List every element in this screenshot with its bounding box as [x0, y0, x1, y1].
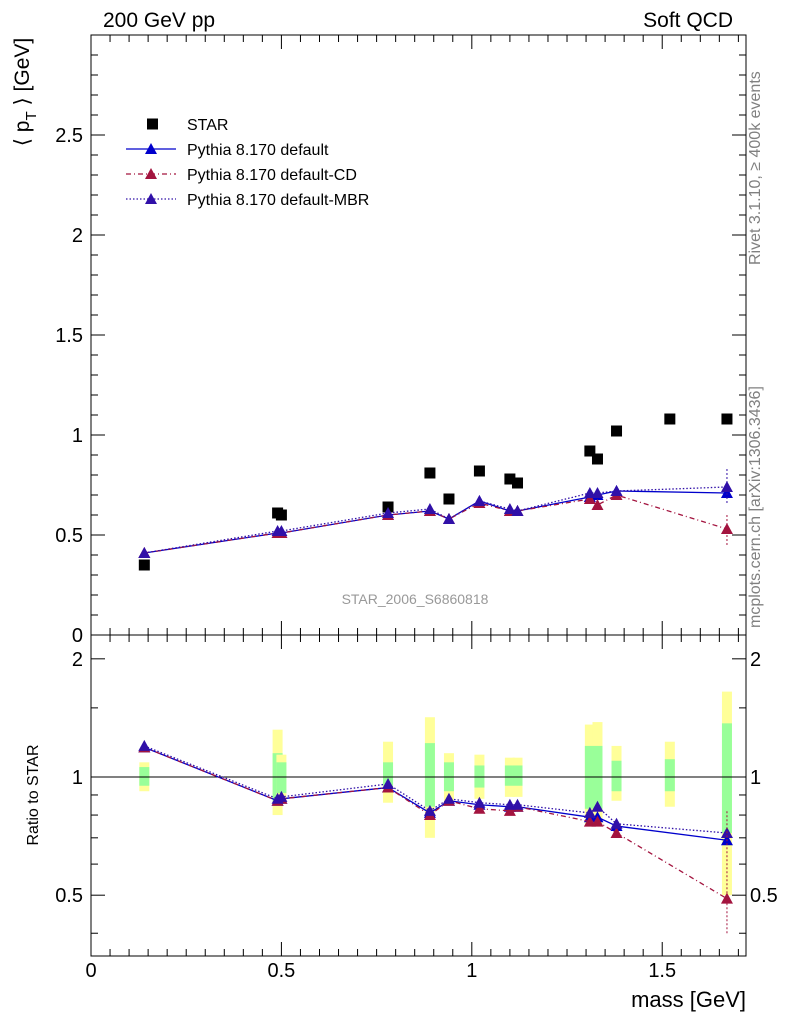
legend-label: Pythia 8.170 default	[187, 142, 329, 159]
triangle-marker	[583, 493, 596, 504]
axis-tick-labels: 0 0.5 1 1.5 0 0.5 1 1.5 2 2.5 0.5 0.5 1 1 2 2	[55, 125, 778, 982]
triangle-marker	[591, 800, 604, 812]
ratio-y-tick-label-right: 1	[750, 767, 761, 789]
triangle-marker	[473, 802, 486, 814]
main-series-line	[144, 490, 727, 554]
header-left: 200 GeV pp	[103, 9, 215, 32]
triangle-marker	[511, 505, 524, 516]
band-green	[424, 743, 435, 807]
star-data-point	[512, 477, 524, 489]
triangle-marker	[138, 547, 151, 558]
x-axis-label: mass [GeV]	[631, 987, 746, 1012]
main-y-tick-label: 1	[72, 425, 83, 447]
ratio-series-line	[144, 746, 728, 841]
ratio-uncertainty-bands	[139, 691, 732, 896]
triangle-marker	[583, 815, 596, 827]
star-data-point	[443, 493, 455, 505]
triangle-marker	[591, 499, 604, 510]
main-series-line	[144, 494, 728, 554]
band-green	[611, 760, 622, 792]
main-y-tick-label: 2	[72, 225, 83, 247]
star-data-point	[591, 453, 603, 465]
x-tick-label: 0	[85, 960, 96, 982]
triangle-marker	[473, 796, 486, 808]
triangle-marker	[382, 777, 395, 789]
main-y-tick-label: 0	[72, 625, 83, 647]
triangle-marker	[382, 507, 395, 518]
main-y-tick-label: 2.5	[55, 125, 83, 147]
triangle-marker	[473, 495, 486, 506]
ratio-y-tick-label-right: 2	[750, 649, 761, 671]
ratio-series-line	[144, 746, 728, 900]
ylabel-part-1: ⟨ p	[11, 121, 34, 147]
ratio-y-tick-label: 2	[72, 649, 83, 671]
triangle-marker	[145, 168, 157, 179]
triangle-marker	[275, 525, 288, 536]
band-green	[721, 723, 732, 834]
legend-label: STAR	[187, 117, 228, 134]
triangle-marker	[610, 827, 623, 839]
triangle-marker	[145, 193, 157, 204]
triangle-marker	[591, 487, 604, 498]
triangle-marker	[610, 817, 623, 829]
triangle-marker	[503, 798, 516, 810]
triangle-marker	[442, 513, 455, 524]
triangle-marker	[145, 143, 157, 154]
triangle-marker	[138, 739, 151, 751]
star-data-point	[721, 413, 733, 425]
triangle-marker	[503, 804, 516, 816]
star-data-point	[664, 413, 676, 425]
header-right: Soft QCD	[643, 9, 733, 32]
triangle-marker	[720, 892, 733, 904]
ratio-y-tick-label: 0.5	[55, 885, 83, 907]
legend-label: Pythia 8.170 default-CD	[187, 167, 357, 184]
main-y-tick-label: 0.5	[55, 525, 83, 547]
star-data-point	[138, 559, 150, 571]
axis-ticks	[90, 34, 746, 956]
star-data-point	[584, 445, 596, 457]
triangle-marker	[583, 487, 596, 498]
star-data-point	[504, 473, 516, 485]
side-text-rivet: Rivet 3.1.10, ≥ 400k events	[747, 71, 764, 265]
x-tick-label: 0.5	[268, 960, 296, 982]
ratio-y-tick-label: 1	[72, 767, 83, 789]
x-tick-label: 1	[466, 960, 477, 982]
triangle-marker	[583, 806, 596, 818]
ratio-panel-frame	[90, 634, 747, 957]
x-tick-label: 1.5	[648, 960, 676, 982]
main-y-axis-label: ⟨ pT ⟩ [GeV]	[11, 38, 40, 146]
triangle-marker	[511, 798, 524, 810]
triangle-marker	[591, 815, 604, 827]
band-green	[383, 762, 394, 786]
ylabel-part-2: ⟩ [GeV]	[11, 38, 34, 112]
triangle-marker	[442, 792, 455, 804]
triangle-marker	[503, 503, 516, 514]
legend: STAR Pythia 8.170 default Pythia 8.170 def…	[126, 117, 369, 209]
triangle-marker	[720, 487, 733, 498]
legend-square-marker	[147, 118, 158, 130]
band-green	[664, 759, 675, 792]
triangle-marker	[610, 485, 623, 496]
triangle-marker	[423, 503, 436, 514]
triangle-marker	[275, 790, 288, 802]
side-text-mcplots: mcplots.cern.ch [arXiv:1306.3436]	[747, 386, 764, 628]
band-green	[504, 765, 515, 786]
ratio-y-axis-label: Ratio to STAR	[25, 744, 42, 845]
star-data-point	[275, 509, 287, 521]
triangle-marker	[423, 804, 436, 816]
analysis-label: STAR_2006_S6860818	[342, 591, 489, 607]
band-green	[276, 762, 287, 794]
band-green	[512, 765, 523, 786]
main-y-tick-label: 1.5	[55, 325, 83, 347]
star-data-point	[424, 467, 436, 479]
data-series	[138, 413, 733, 934]
main-series-line	[144, 486, 727, 554]
ratio-y-tick-label-right: 0.5	[750, 885, 778, 907]
ylabel-subscript: T	[23, 111, 40, 120]
star-data-point	[611, 425, 623, 437]
band-green	[139, 767, 150, 786]
legend-label: Pythia 8.170 default-MBR	[187, 192, 369, 209]
star-data-point	[473, 465, 485, 477]
